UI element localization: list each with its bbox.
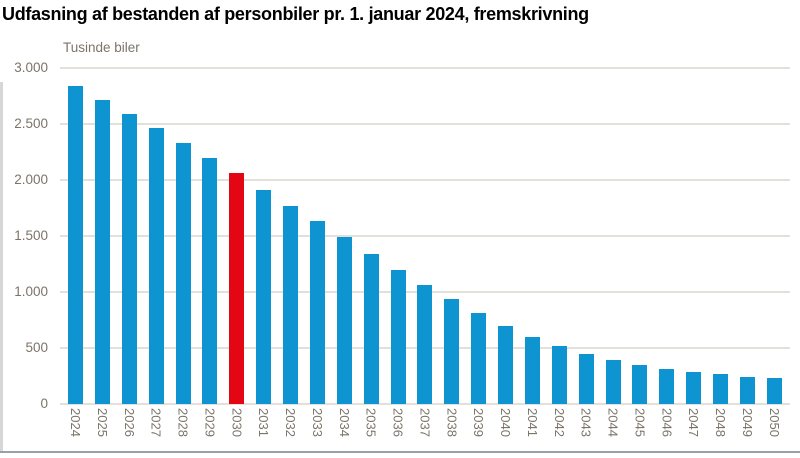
x-tick-2049: 2049 <box>740 408 755 437</box>
y-tick-3.000: 3.000 <box>14 60 48 75</box>
y-axis-tick-labels: 0 500 1.000 1.500 2.000 2.500 3.000 <box>0 60 48 411</box>
x-tick-2048: 2048 <box>713 408 729 437</box>
x-tick-2035: 2035 <box>363 408 379 437</box>
gridline-2.000 <box>60 179 790 181</box>
x-tick-2026: 2026 <box>121 408 137 437</box>
bar-2028 <box>175 143 191 404</box>
x-tick-2024: 2024 <box>68 408 83 437</box>
bar-2031 <box>256 190 272 404</box>
gridline-0 <box>60 403 790 405</box>
x-tick-2025: 2025 <box>94 408 110 437</box>
gridline-2.500 <box>60 123 790 125</box>
bar-2027 <box>148 128 164 404</box>
bottom-divider-rule <box>0 451 800 453</box>
bar-2043 <box>578 354 594 404</box>
chart-title: Udfasning af bestanden af personbiler pr… <box>2 4 589 24</box>
x-tick-2027: 2027 <box>148 408 164 437</box>
bar-2049 <box>740 377 755 404</box>
x-tick-2033: 2033 <box>309 408 325 437</box>
x-tick-2040: 2040 <box>498 408 514 437</box>
bar-2034 <box>336 237 352 404</box>
y-tick-0: 0 <box>40 396 48 411</box>
x-tick-2045: 2045 <box>632 408 648 437</box>
bar-2046 <box>659 369 675 404</box>
bar-2036 <box>390 270 406 404</box>
x-tick-2050: 2050 <box>766 408 782 437</box>
x-tick-2043: 2043 <box>578 408 594 437</box>
x-tick-2039: 2039 <box>471 408 487 437</box>
x-tick-2032: 2032 <box>283 408 299 437</box>
x-tick-2028: 2028 <box>175 408 191 437</box>
bar-2044 <box>605 360 621 404</box>
x-tick-2047: 2047 <box>686 408 702 437</box>
bar-2025 <box>94 100 110 404</box>
x-tick-2031: 2031 <box>256 408 272 437</box>
y-tick-500: 500 <box>25 340 48 355</box>
bar-2030 <box>229 173 245 404</box>
bar-2042 <box>551 346 567 404</box>
bar-2040 <box>498 326 514 404</box>
bar-2045 <box>632 365 648 404</box>
bar-2035 <box>363 254 379 404</box>
x-tick-2042: 2042 <box>551 408 567 437</box>
y-axis-unit-label: Tusinde biler <box>63 40 140 55</box>
gridline-1.500 <box>60 235 790 237</box>
bar-2029 <box>202 158 218 404</box>
y-tick-1.000: 1.000 <box>14 284 48 299</box>
x-tick-2038: 2038 <box>444 408 460 437</box>
y-tick-2.500: 2.500 <box>14 116 48 131</box>
x-tick-2036: 2036 <box>390 408 406 437</box>
bar-2037 <box>417 285 433 404</box>
x-tick-2037: 2037 <box>417 408 433 437</box>
bar-2047 <box>686 372 702 404</box>
bar-2032 <box>283 206 299 404</box>
x-tick-2046: 2046 <box>659 408 675 437</box>
x-tick-2029: 2029 <box>202 408 218 437</box>
bar-2033 <box>309 221 325 404</box>
left-edge-strip <box>0 82 3 451</box>
y-tick-1.500: 1.500 <box>14 228 48 243</box>
x-tick-2044: 2044 <box>605 408 621 437</box>
bar-2039 <box>471 313 487 404</box>
bar-2024 <box>68 86 83 404</box>
bar-2038 <box>444 299 460 404</box>
x-axis-tick-labels: 2024 2025 2026 2027 2028 2029 2030 2031 2032 2033… <box>60 408 790 452</box>
x-tick-2041: 2041 <box>524 408 540 437</box>
bar-2041 <box>524 337 540 404</box>
y-tick-2.000: 2.000 <box>14 172 48 187</box>
plot-area <box>60 67 790 405</box>
gridline-3.000 <box>60 67 790 69</box>
bar-2050 <box>766 378 782 404</box>
bar-2048 <box>713 374 729 404</box>
x-tick-2030: 2030 <box>229 408 245 437</box>
bar-2026 <box>121 114 137 404</box>
x-tick-2034: 2034 <box>336 408 352 437</box>
